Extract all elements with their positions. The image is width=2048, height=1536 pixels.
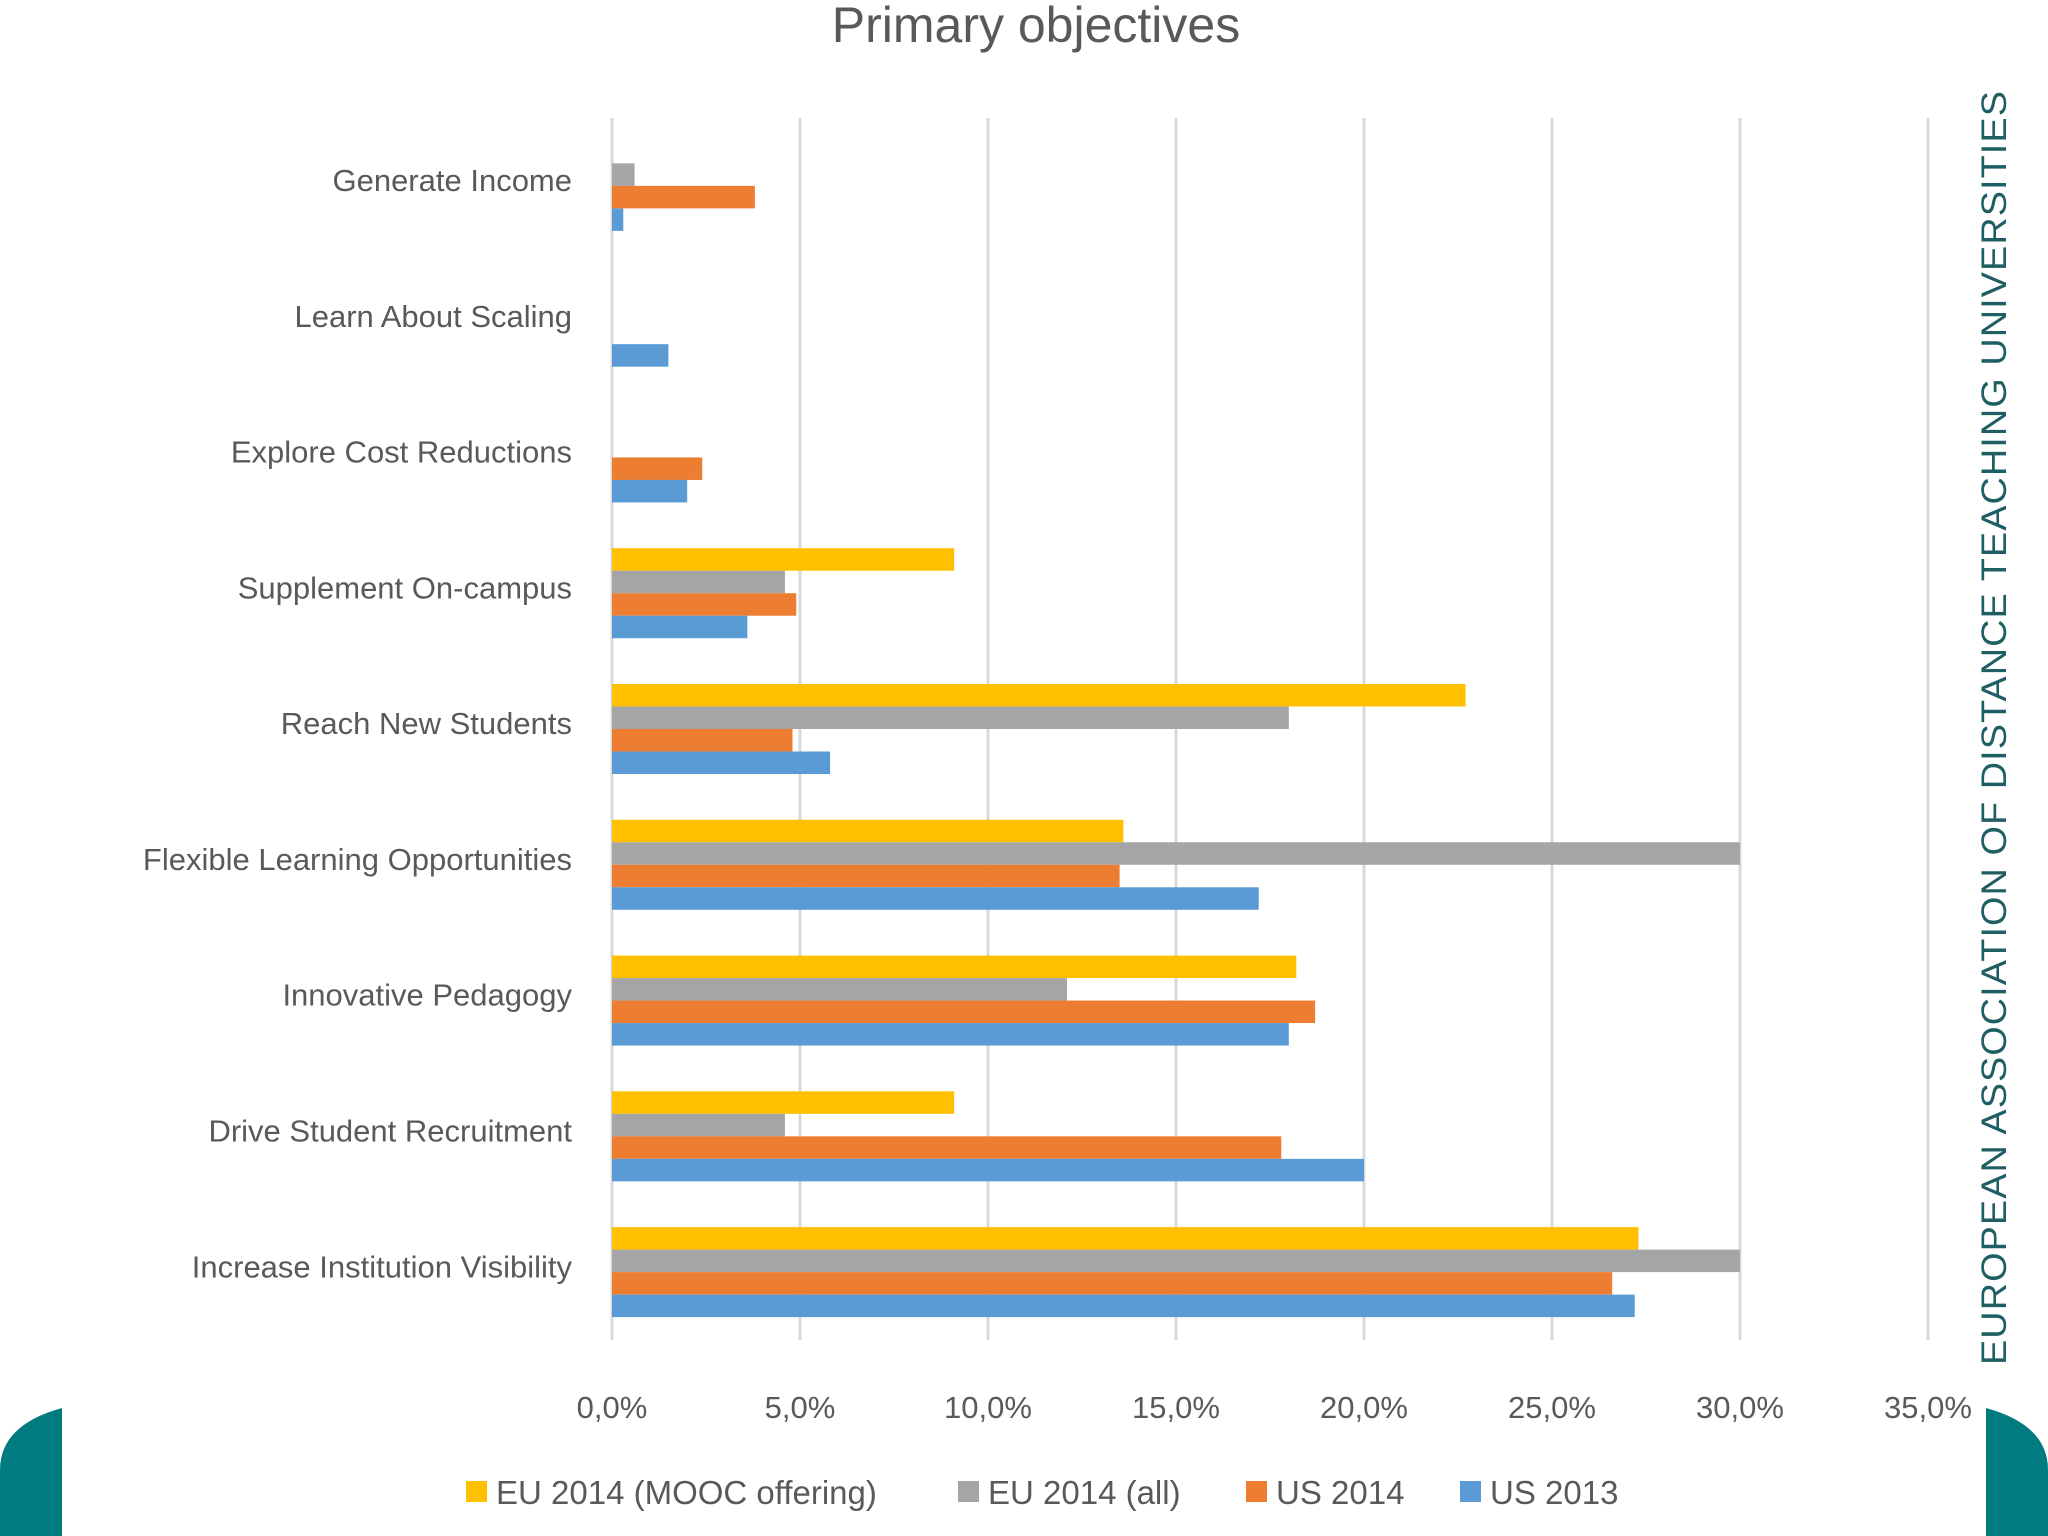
legend-swatch-3 xyxy=(1460,1481,1481,1502)
bar-3-0 xyxy=(612,548,955,571)
legend-label-0: EU 2014 (MOOC offering) xyxy=(496,1474,877,1511)
bar-7-1 xyxy=(612,1113,785,1137)
bar-8-3 xyxy=(612,1294,1635,1318)
bars xyxy=(612,163,1740,1318)
bar-8-0 xyxy=(612,1227,1639,1250)
corner-decoration-right xyxy=(1986,1408,2048,1536)
bar-6-3 xyxy=(612,1023,1289,1046)
bar-3-2 xyxy=(612,593,797,616)
category-label: Learn About Scaling xyxy=(295,299,573,334)
category-label: Innovative Pedagogy xyxy=(282,978,572,1013)
x-tick-label: 15,0% xyxy=(1132,1390,1220,1425)
x-tick-label: 10,0% xyxy=(944,1390,1032,1425)
legend: EU 2014 (MOOC offering) EU 2014 (all) US 2… xyxy=(466,1474,1618,1511)
bar-8-1 xyxy=(612,1249,1740,1273)
bar-7-0 xyxy=(612,1091,955,1114)
category-label: Generate Income xyxy=(332,163,572,198)
legend-swatch-1 xyxy=(958,1481,979,1502)
legend-label-2: US 2014 xyxy=(1276,1474,1404,1511)
bar-7-2 xyxy=(612,1136,1282,1159)
category-label: Supplement On-campus xyxy=(238,570,572,605)
bar-1-3 xyxy=(612,344,669,367)
bar-2-2 xyxy=(612,457,703,480)
corner-decoration-left xyxy=(0,1408,62,1536)
bar-6-0 xyxy=(612,955,1297,979)
bar-0-2 xyxy=(612,185,755,209)
bar-0-1 xyxy=(612,163,635,186)
bar-5-1 xyxy=(612,842,1740,865)
bar-8-2 xyxy=(612,1272,1613,1295)
legend-swatch-0 xyxy=(466,1481,487,1502)
x-tick-label: 30,0% xyxy=(1696,1390,1784,1425)
x-tick-labels: 0,0% 5,0% 10,0% 15,0% 20,0% 25,0% 30,0% 35,0% xyxy=(577,1390,1972,1425)
category-label: Reach New Students xyxy=(281,706,572,741)
category-label: Flexible Learning Opportunities xyxy=(143,842,572,877)
bar-6-1 xyxy=(612,978,1067,1001)
x-tick-label: 0,0% xyxy=(577,1390,648,1425)
bar-0-3 xyxy=(612,208,624,231)
bar-5-3 xyxy=(612,887,1259,910)
bar-5-0 xyxy=(612,819,1124,843)
category-labels: Generate Income Learn About Scaling Explor… xyxy=(143,163,573,1284)
category-label: Explore Cost Reductions xyxy=(231,435,572,470)
chart-title: Primary objectives xyxy=(832,0,1240,53)
x-tick-label: 25,0% xyxy=(1508,1390,1596,1425)
bar-4-0 xyxy=(612,684,1466,707)
legend-label-1: EU 2014 (all) xyxy=(988,1474,1181,1511)
x-tick-label: 20,0% xyxy=(1320,1390,1408,1425)
bar-4-2 xyxy=(612,729,793,752)
x-tick-label: 35,0% xyxy=(1884,1390,1972,1425)
x-tick-label: 5,0% xyxy=(765,1390,836,1425)
category-label: Drive Student Recruitment xyxy=(208,1114,572,1149)
bar-4-1 xyxy=(612,706,1289,729)
legend-label-3: US 2013 xyxy=(1490,1474,1618,1511)
bar-5-2 xyxy=(612,864,1120,888)
bar-6-2 xyxy=(612,1000,1316,1024)
bar-3-3 xyxy=(612,615,748,639)
bar-3-1 xyxy=(612,570,785,594)
bar-7-3 xyxy=(612,1158,1364,1182)
legend-swatch-2 xyxy=(1246,1481,1267,1502)
bar-4-3 xyxy=(612,751,831,774)
bar-2-3 xyxy=(612,479,688,503)
category-label: Increase Institution Visibility xyxy=(192,1249,573,1284)
side-organization-text: EUROPEAN ASSOCIATION OF DISTANCE TEACHIN… xyxy=(1975,90,2014,1365)
